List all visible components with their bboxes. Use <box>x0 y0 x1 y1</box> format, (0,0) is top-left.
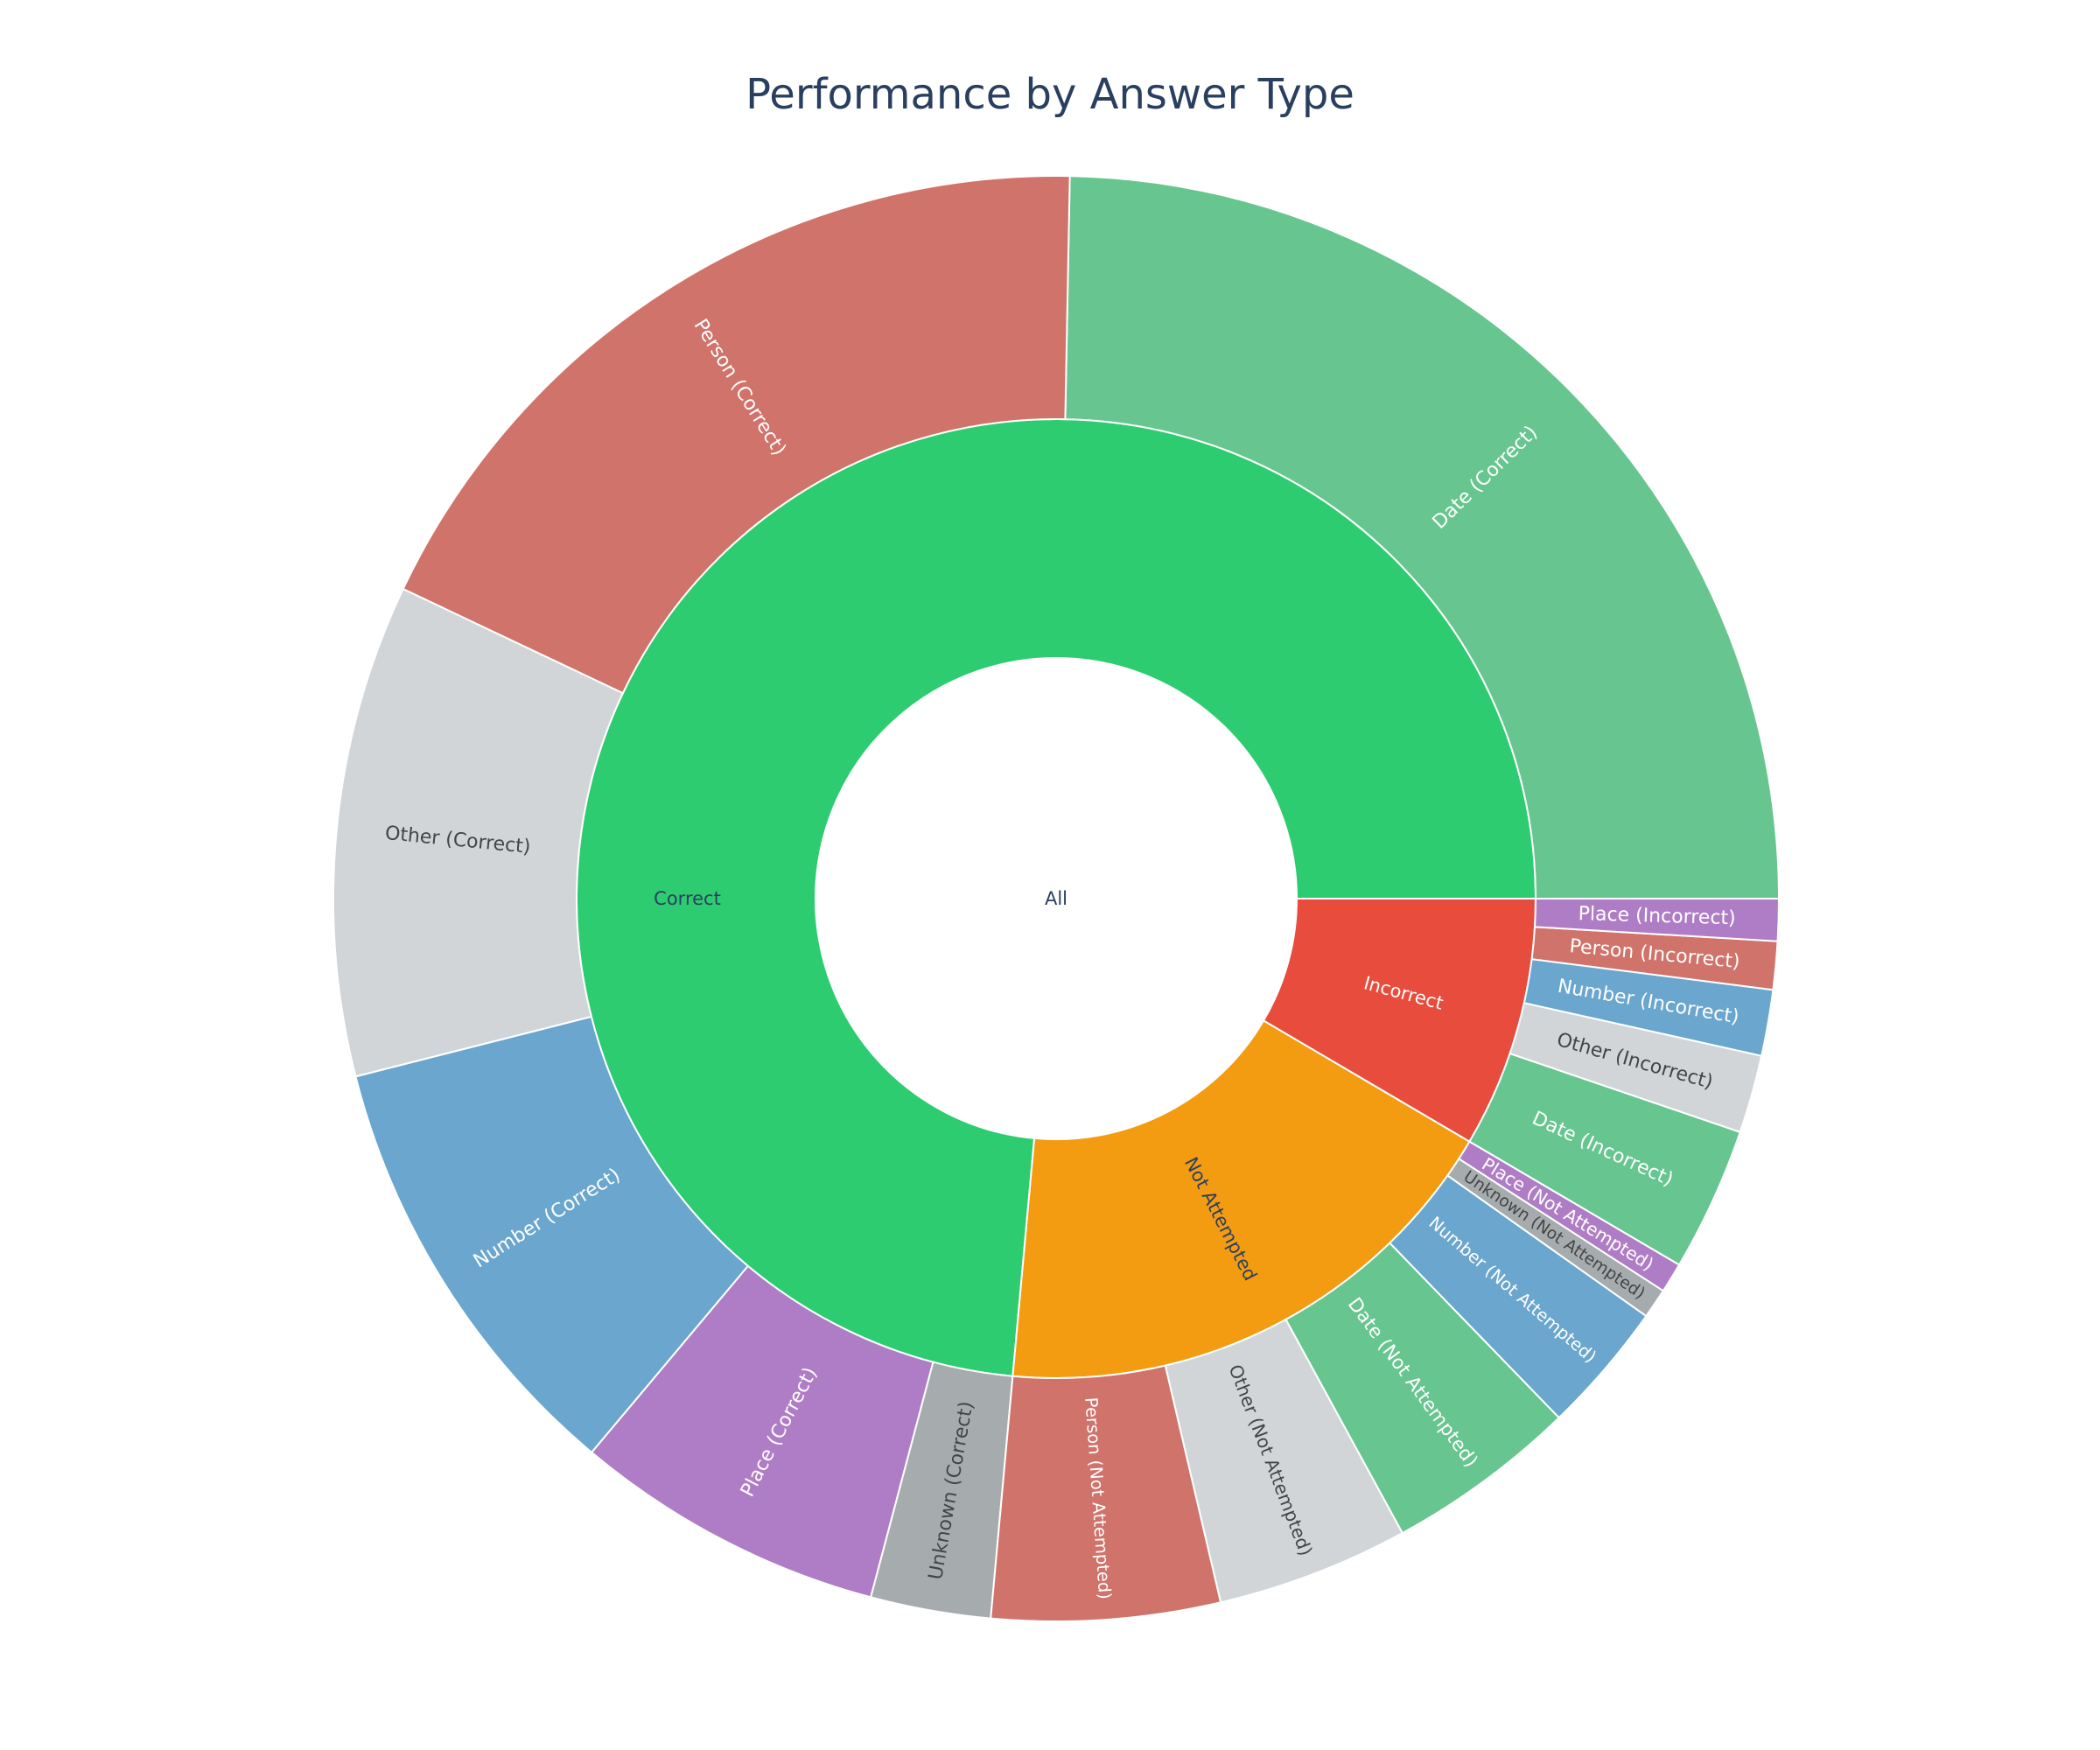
category-label-correct: Correct <box>654 888 721 909</box>
leaf-segment-place-incorrect[interactable] <box>1533 898 1781 942</box>
chart-title: Performance by Answer Type <box>746 70 1354 119</box>
leaf-label-place-incorrect: Place (Incorrect) <box>1578 903 1736 929</box>
leaf-segment-date-correct[interactable] <box>1064 175 1781 900</box>
leaf-segment-person-correct[interactable] <box>402 175 1071 695</box>
root-label: All <box>1045 888 1068 909</box>
